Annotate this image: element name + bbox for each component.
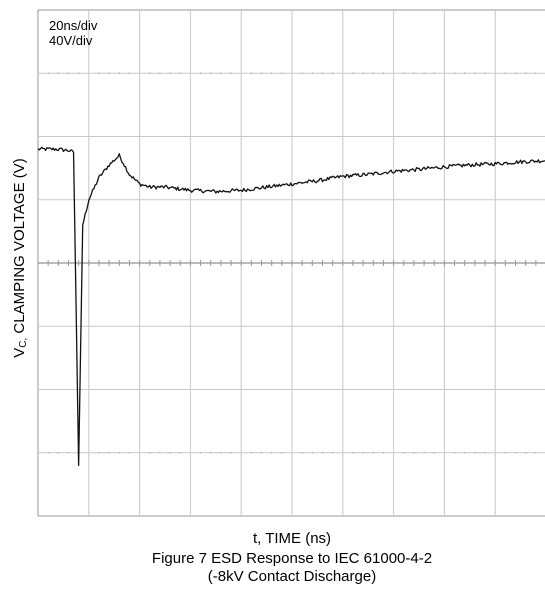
voltage-scale-note: 40V/div [49,33,93,48]
sub-division-dot [169,72,171,74]
sub-division-dot [301,72,303,74]
center-tick-marks [47,72,537,454]
sub-division-dot [535,72,537,74]
sub-division-dot [199,72,202,74]
sub-division-dot [250,72,253,74]
sub-division-dot [159,72,161,74]
sub-division-dot [464,452,466,454]
x-axis-label: t, TIME (ns) [252,530,332,547]
sub-division-dot [281,452,283,454]
sub-division-dot [47,72,49,74]
sub-division-dot [250,452,253,454]
sub-division-dot [362,72,364,74]
sub-division-dot [535,452,537,454]
time-scale-note: 20ns/div [49,18,98,33]
sub-division-dot [372,72,374,74]
sub-division-dot [321,452,324,454]
sub-division-dot [149,72,151,74]
sub-division-dot [57,452,60,454]
sub-division-dot [423,72,425,74]
sub-division-dot [210,72,212,74]
sub-division-dot [210,452,212,454]
sub-division-dot [270,452,273,454]
sub-division-dot [98,452,100,454]
sub-division-dot [108,72,110,74]
sub-division-dot [433,72,435,74]
sub-division-dot [199,452,202,454]
sub-division-dot [311,452,314,454]
sub-division-dot [413,72,415,74]
sub-division-dot [413,452,415,454]
sub-division-dot [230,72,232,74]
sub-division-dot [169,452,171,454]
sub-division-dot [47,452,49,454]
sub-division-dot [220,452,222,454]
sub-division-dot [352,72,354,74]
sub-division-dot [464,72,466,74]
voltage-trace [37,146,545,467]
sub-division-dot [149,452,151,454]
sub-division-dot [159,452,161,454]
sub-division-dot [128,72,131,74]
sub-division-dot [433,452,435,454]
sub-division-dot [423,452,425,454]
sub-division-dot [67,72,70,74]
sub-division-dot [453,452,456,454]
sub-division-dot [179,452,181,454]
figure-caption: Figure 7 ESD Response to IEC 61000-4-2 [151,550,433,567]
sub-division-dot [453,72,456,74]
sub-division-dot [98,72,100,74]
sub-division-dot [118,72,120,74]
sub-division-dot [403,72,405,74]
sub-division-dot [514,452,517,454]
sub-division-dot [372,452,374,454]
sub-division-dot [352,452,354,454]
sub-division-dot [331,72,334,74]
sub-division-dot [301,452,303,454]
y-axis-label-prefix: V [11,347,28,358]
sub-division-dot [118,452,120,454]
sub-division-dot [331,452,334,454]
sub-division-dot [179,72,181,74]
sub-division-dot [108,452,110,454]
sub-division-dot [270,72,273,74]
sub-division-dot [382,72,385,74]
sub-division-dot [504,72,507,74]
sub-division-dot [321,72,324,74]
sub-division-dot [382,452,385,454]
sub-division-dot [230,452,232,454]
sub-division-dot [362,452,364,454]
sub-division-dot [514,72,517,74]
sub-division-dot [524,72,527,74]
sub-division-dot [260,72,263,74]
sub-division-dot [67,452,70,454]
y-axis-label-text: CLAMPING VOLTAGE (V) [11,158,28,338]
sub-division-dot [311,72,314,74]
y-axis-label-subscript: C, [18,337,29,348]
sub-division-dot [504,452,507,454]
sub-division-dot [403,452,405,454]
sub-division-dot [128,452,131,454]
sub-division-dot [484,72,486,74]
sub-division-dot [484,452,486,454]
sub-division-dot [474,452,476,454]
sub-division-dot [220,72,222,74]
sub-division-dot [281,72,283,74]
sub-division-dot [474,72,476,74]
sub-division-dot [524,452,527,454]
figure-condition: (-8kV Contact Discharge) [207,568,377,585]
sub-division-dot [57,72,60,74]
sub-division-dot [260,452,263,454]
y-axis-label: VC, CLAMPING VOLTAGE (V) [11,158,29,358]
sub-division-dot [77,72,80,74]
